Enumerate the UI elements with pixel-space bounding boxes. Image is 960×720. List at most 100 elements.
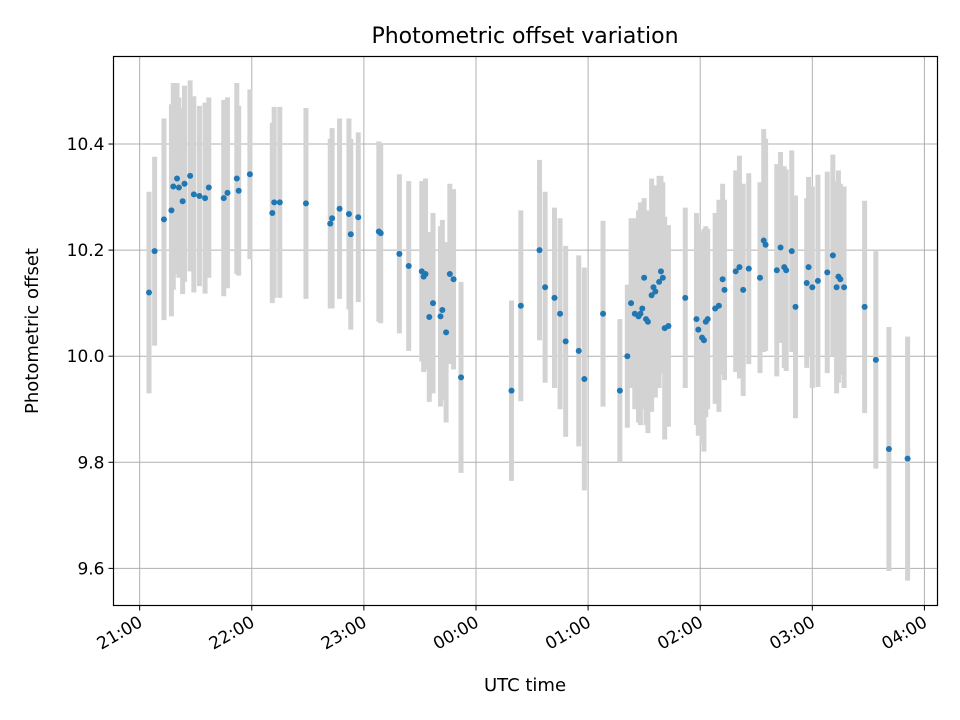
data-point [732,268,739,275]
data-point [426,313,433,320]
data-point [628,300,635,307]
y-tick-label: 9.6 [77,559,104,579]
data-point [682,294,689,301]
data-point [841,284,848,291]
data-point [575,347,582,354]
data-point [904,455,911,462]
data-point [202,195,209,202]
data-point [885,446,892,453]
data-point [783,267,790,274]
data-point [443,329,450,336]
data-point [641,274,648,281]
data-point [665,322,672,329]
data-point [837,276,844,283]
data-point [624,353,631,360]
data-point [762,241,769,248]
data-point [777,244,784,251]
data-point [600,310,607,317]
data-point [302,200,309,207]
data-point [396,250,403,257]
data-point [644,318,651,325]
data-point [205,184,212,191]
data-point [814,277,821,284]
data-point [458,374,465,381]
y-tick-label: 10.2 [67,241,105,261]
data-point [833,284,840,291]
y-axis-label: Photometric offset [22,248,43,414]
data-point [196,193,203,200]
data-point [246,171,253,178]
data-point [446,270,453,277]
data-point [179,198,186,205]
data-point [146,289,153,296]
data-point [181,180,188,187]
chart-title: Photometric offset variation [371,24,678,49]
data-point [235,187,242,194]
data-point [345,211,352,218]
data-point [160,216,167,223]
data-point [536,247,543,254]
y-axis-ticks: 9.6 9.8 10.0 10.2 10.4 [67,135,114,579]
data-point [693,316,700,323]
data-point [347,231,354,238]
data-point [190,191,197,198]
data-point [377,230,384,237]
data-point [276,199,283,206]
data-point [581,376,588,383]
data-point [719,276,726,283]
data-point [637,310,644,317]
data-point [803,279,810,286]
data-point [659,274,666,281]
data-point [652,288,659,295]
data-point [508,387,515,394]
data-point [175,184,182,191]
data-point [517,302,524,309]
data-point [745,265,752,272]
data-point [648,292,655,299]
x-axis-label: UTC time [484,675,566,696]
data-point [170,183,177,190]
data-point [233,175,240,182]
data-point [422,270,429,277]
y-tick-label: 10.0 [67,347,105,367]
data-point [695,326,702,333]
data-point [639,305,646,312]
data-point [736,264,743,271]
data-point [336,205,343,212]
data-point [657,268,664,275]
data-point [861,303,868,310]
data-point [355,214,362,221]
data-point [829,252,836,259]
data-point [616,387,623,394]
data-point [792,303,799,310]
data-point [542,284,549,291]
data-point [439,307,446,314]
data-point [269,209,276,216]
data-point [872,356,879,363]
data-point [824,269,831,276]
data-point [704,316,711,323]
data-point [656,278,663,285]
y-tick-label: 9.8 [77,453,104,473]
data-point [168,207,175,214]
data-points [146,171,911,462]
data-point [151,248,158,255]
data-point [809,284,816,291]
data-point [773,267,780,274]
data-point [788,248,795,255]
data-point [562,338,569,345]
data-point [740,286,747,293]
data-point [700,337,707,344]
data-point [329,215,336,222]
data-point [430,300,437,307]
data-point [450,276,457,283]
data-point [557,310,564,317]
data-point [437,313,444,320]
data-point [220,195,227,202]
grid [113,56,938,606]
data-point [327,220,334,227]
data-point [271,199,278,206]
y-tick-label: 10.4 [67,135,105,155]
